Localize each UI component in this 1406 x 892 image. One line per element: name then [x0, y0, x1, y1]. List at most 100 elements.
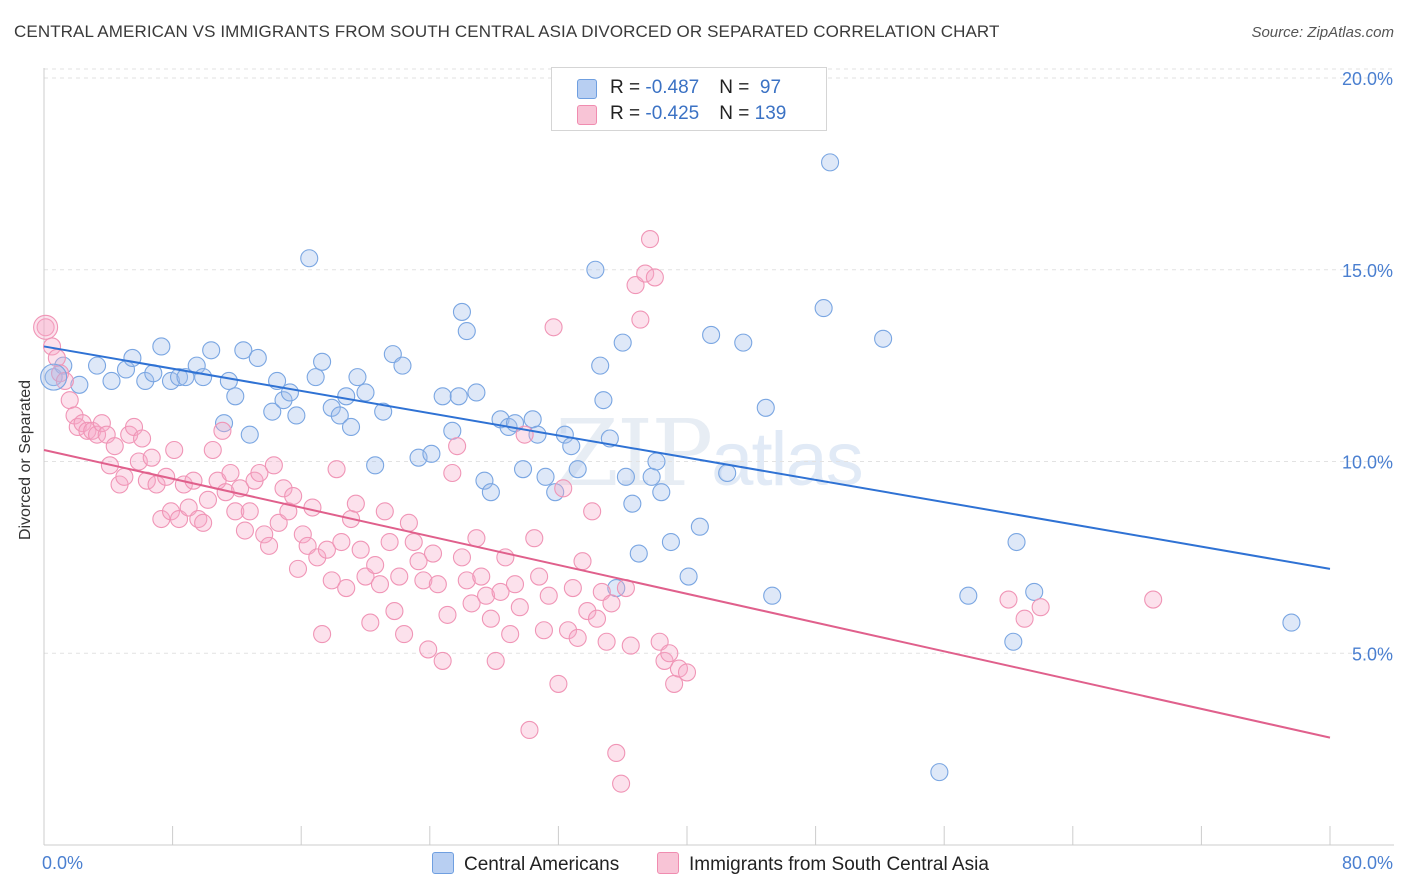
point-south-central-asia	[477, 586, 496, 605]
point-central-american	[594, 391, 613, 410]
point-south-central-asia	[448, 437, 467, 456]
point-south-central-asia	[491, 582, 510, 601]
point-central-american	[194, 368, 213, 387]
point-central-american	[690, 517, 709, 536]
point-central-american	[306, 368, 325, 387]
point-south-central-asia	[645, 268, 664, 287]
point-south-central-asia	[525, 529, 544, 548]
point-central-american	[959, 586, 978, 605]
legend-r-value: -0.487	[645, 77, 700, 98]
point-south-central-asia	[250, 463, 269, 483]
point-central-american	[562, 437, 581, 456]
point-south-central-asia	[568, 628, 587, 647]
point-south-central-asia	[486, 651, 505, 670]
point-south-central-asia	[87, 425, 107, 444]
point-central-american	[814, 299, 833, 318]
point-central-american	[568, 460, 587, 479]
point-central-american	[821, 153, 840, 172]
point-south-central-asia	[313, 625, 332, 644]
point-central-american	[214, 414, 234, 433]
point-central-american	[337, 387, 356, 406]
point-south-central-asia	[578, 602, 597, 621]
point-south-central-asia	[583, 502, 602, 521]
y-tick-label: 20.0%	[1342, 69, 1393, 89]
point-central-american	[452, 302, 472, 321]
point-south-central-asia	[607, 743, 626, 763]
point-central-american	[341, 417, 361, 437]
point-south-central-asia	[544, 318, 563, 337]
y-tick-label: 15.0%	[1342, 261, 1393, 281]
point-south-central-asia	[404, 532, 423, 552]
point-south-central-asia	[433, 651, 452, 670]
point-south-central-asia	[317, 540, 336, 559]
point-south-central-asia	[152, 509, 171, 529]
point-central-american	[102, 371, 121, 391]
point-south-central-asia	[481, 609, 500, 628]
point-central-american	[1282, 613, 1301, 632]
point-central-american	[679, 567, 698, 586]
point-central-american	[756, 398, 775, 417]
point-central-american	[1004, 632, 1023, 651]
point-south-central-asia	[621, 636, 640, 655]
bottom-legend-swatch-pink	[657, 852, 679, 874]
point-central-american	[280, 383, 299, 402]
legend-r-label: R =	[610, 103, 646, 124]
point-south-central-asia	[332, 532, 351, 552]
legend-n-label: N =	[719, 77, 755, 98]
watermark-zip: ZIP	[555, 400, 713, 507]
point-south-central-asia-cluster	[33, 314, 59, 340]
point-south-central-asia	[999, 590, 1018, 609]
trendline-south-central-asia	[43, 449, 1331, 739]
point-central-american	[652, 483, 671, 502]
point-south-central-asia	[337, 579, 356, 598]
point-central-american	[169, 368, 189, 387]
point-central-american	[393, 356, 412, 375]
point-south-central-asia	[165, 440, 184, 460]
legend-row-central-americans: R = -0.487 N = 97	[577, 77, 781, 99]
legend-n-label: N =	[719, 103, 755, 124]
point-central-american	[176, 368, 195, 387]
point-central-american	[930, 763, 949, 782]
y-tick-label: 10.0%	[1342, 453, 1393, 473]
point-south-central-asia	[520, 720, 539, 740]
source-credit: Source: ZipAtlas.com	[1251, 24, 1394, 41]
point-south-central-asia	[438, 605, 457, 624]
point-south-central-asia	[534, 621, 553, 640]
point-south-central-asia	[573, 552, 592, 571]
point-south-central-asia	[203, 440, 222, 460]
point-central-american	[449, 387, 468, 406]
point-south-central-asia	[423, 544, 443, 563]
point-central-american	[642, 467, 661, 486]
point-central-american	[202, 341, 221, 360]
point-south-central-asia	[539, 586, 558, 605]
point-south-central-asia	[235, 521, 254, 540]
point-south-central-asia	[462, 594, 481, 613]
point-south-central-asia	[284, 486, 303, 506]
point-south-central-asia	[472, 567, 491, 586]
point-central-american	[616, 467, 635, 486]
x-tick-label-min: 0.0%	[42, 853, 83, 873]
point-south-central-asia	[505, 575, 525, 594]
point-south-central-asia	[1015, 609, 1034, 628]
point-central-american	[481, 483, 500, 502]
point-central-american	[248, 348, 267, 368]
bottom-legend-label: Central Americans	[464, 854, 620, 875]
point-south-central-asia	[213, 421, 232, 440]
point-central-american	[374, 402, 393, 421]
point-south-central-asia	[399, 513, 418, 532]
point-south-central-asia	[597, 632, 616, 651]
point-south-central-asia	[395, 625, 414, 644]
point-south-central-asia	[640, 230, 660, 249]
point-south-central-asia	[380, 532, 399, 552]
point-south-central-asia	[457, 571, 476, 590]
point-south-central-asia	[133, 429, 152, 448]
point-south-central-asia	[366, 555, 385, 575]
point-central-american	[513, 460, 533, 479]
point-south-central-asia	[255, 525, 274, 544]
point-central-american	[70, 375, 89, 394]
bottom-legend-label: Immigrants from South Central Asia	[689, 854, 989, 875]
point-south-central-asia	[558, 621, 578, 640]
point-south-central-asia	[274, 479, 293, 498]
point-central-american	[536, 467, 555, 486]
point-south-central-asia	[184, 471, 203, 490]
